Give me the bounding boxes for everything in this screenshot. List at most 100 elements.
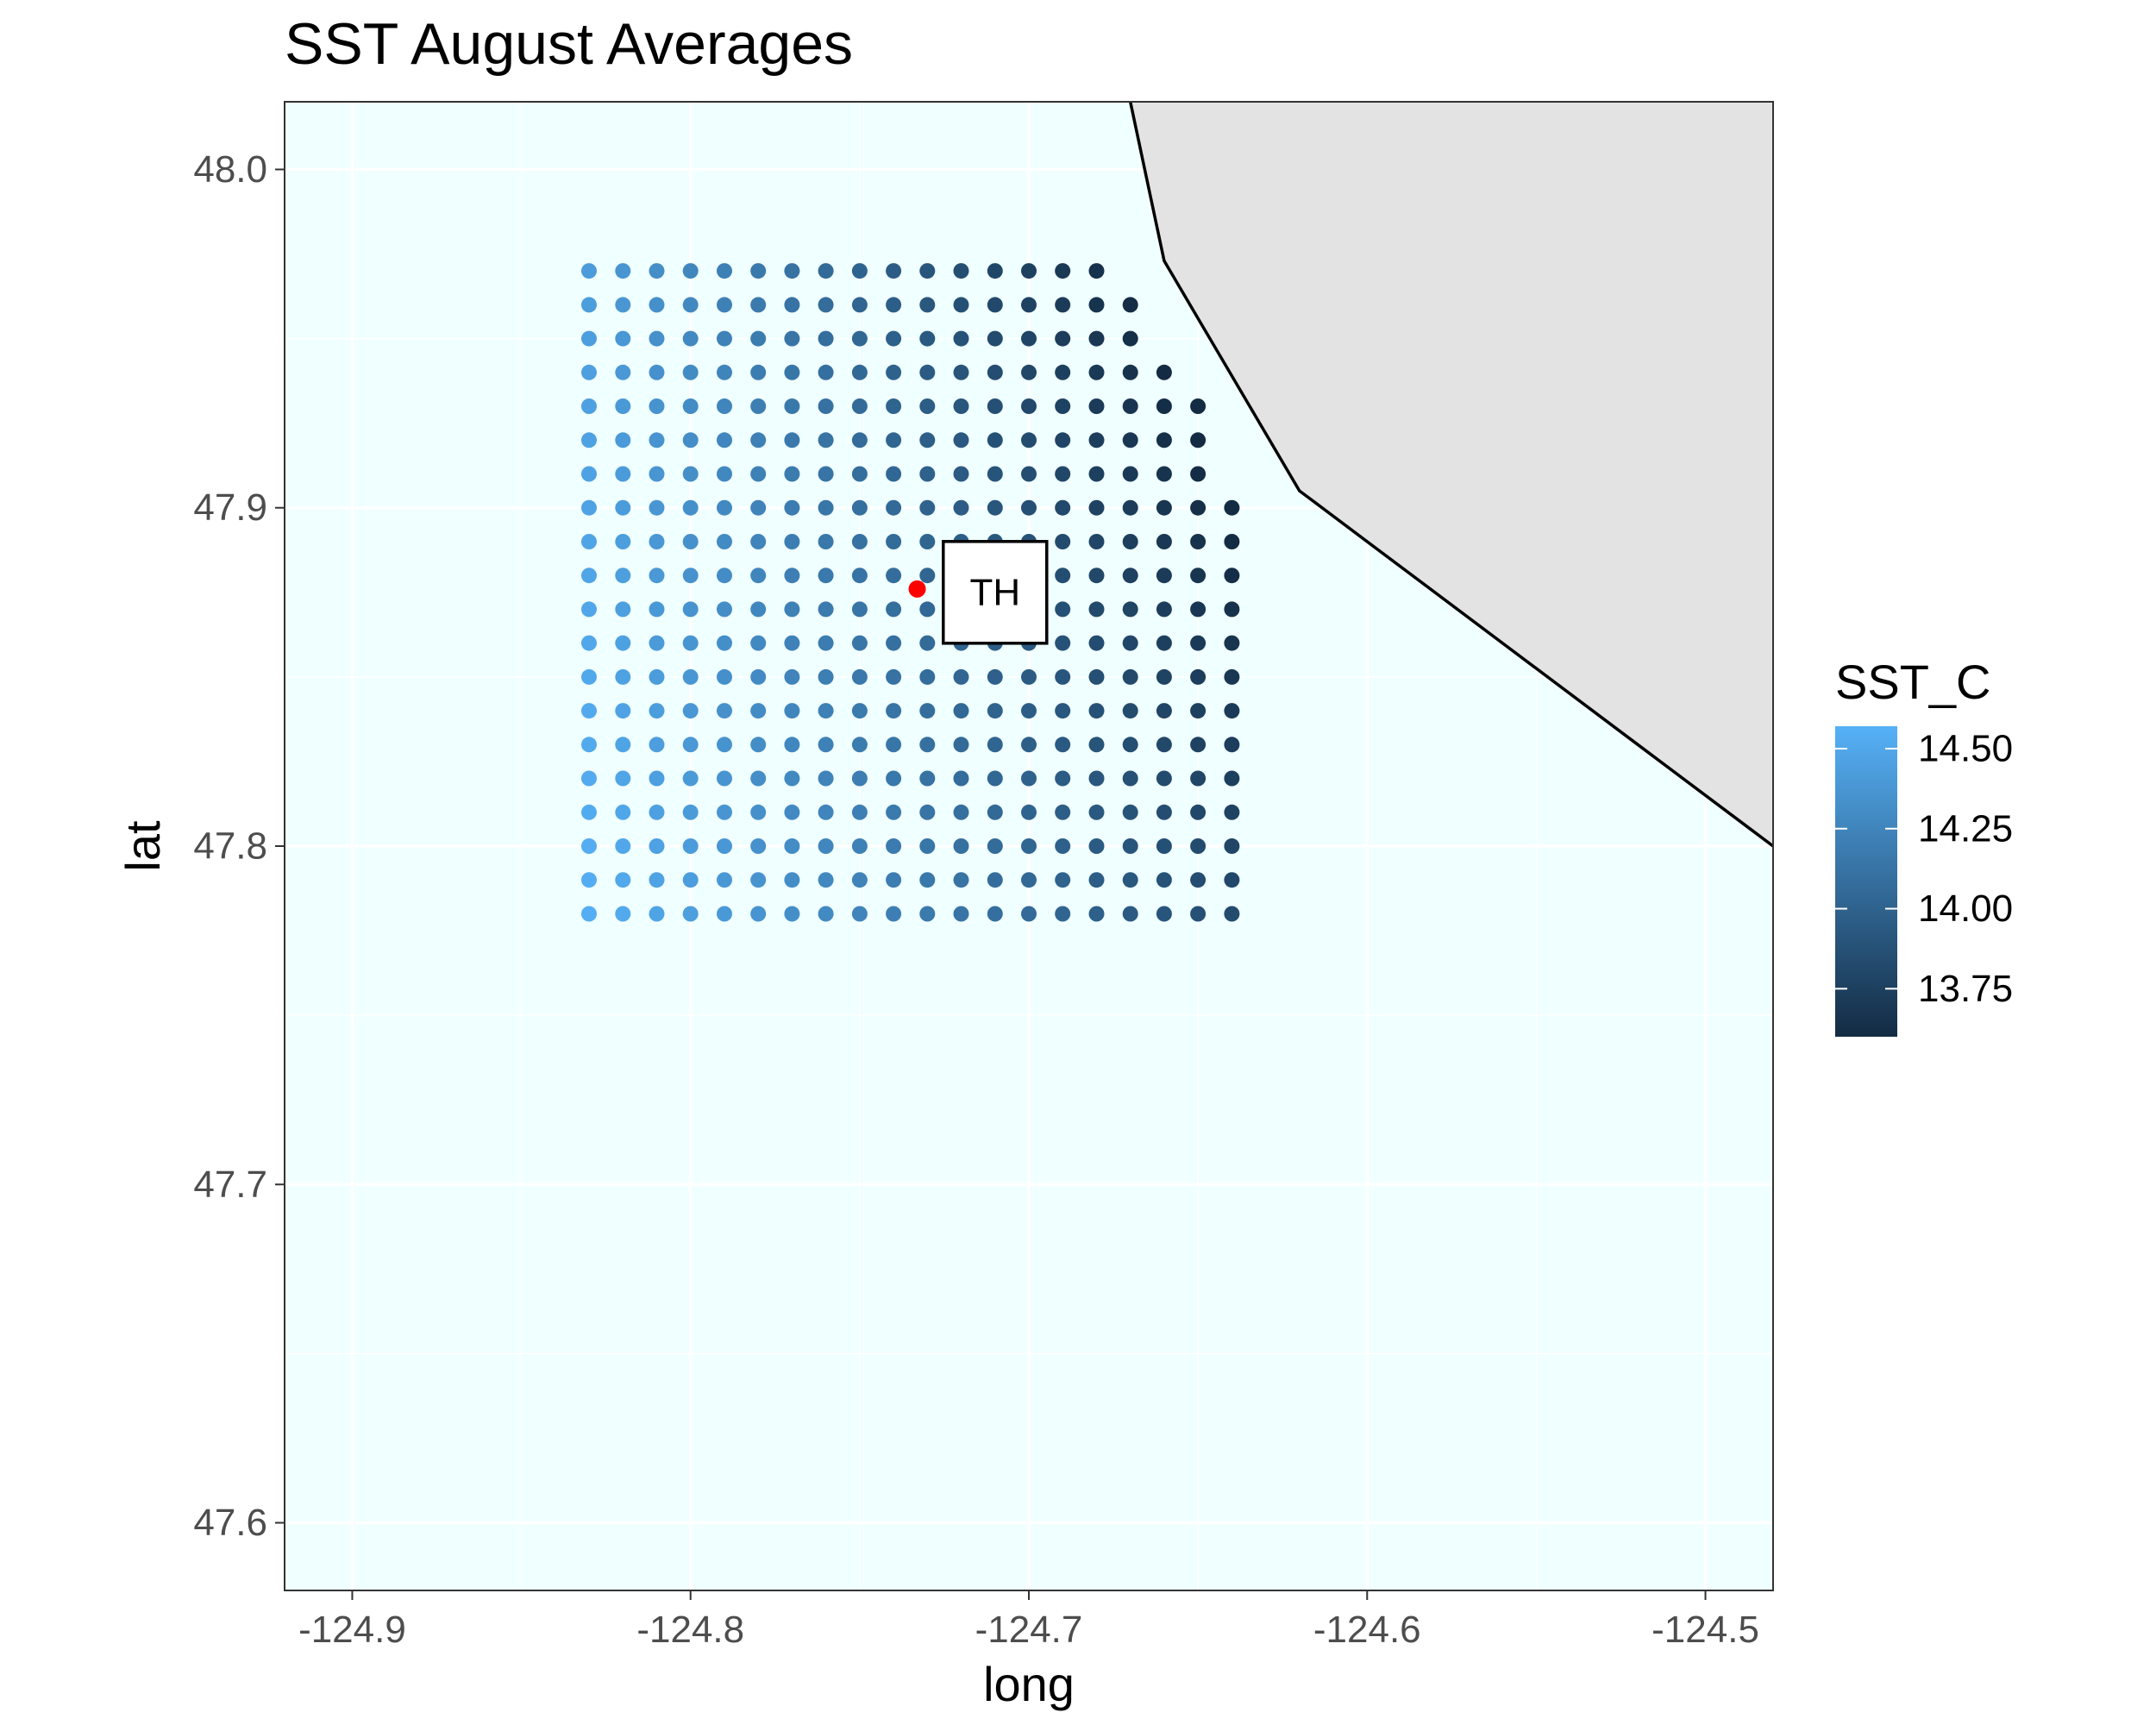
sst-point <box>953 398 969 414</box>
sst-point <box>750 668 767 685</box>
sst-point <box>818 466 834 482</box>
sst-point <box>649 534 665 549</box>
sst-point <box>1122 466 1138 482</box>
sst-point <box>615 568 631 584</box>
sst-point <box>649 737 665 753</box>
sst-point <box>851 770 868 787</box>
sst-point <box>581 838 597 854</box>
sst-point <box>1088 499 1105 516</box>
sst-point <box>750 499 767 516</box>
y-tick-label: 48.0 <box>193 148 267 191</box>
legend-label: 14.25 <box>1918 807 2013 850</box>
sst-point <box>682 872 699 888</box>
sst-point <box>851 466 868 482</box>
sst-point <box>818 770 834 787</box>
sst-point <box>1088 568 1105 584</box>
sst-point <box>1055 804 1071 820</box>
sst-point <box>750 534 767 549</box>
sst-point <box>750 432 767 448</box>
sst-point <box>750 263 767 279</box>
sst-point <box>649 635 665 651</box>
sst-point <box>649 668 665 685</box>
sst-point <box>818 534 834 549</box>
sst-point <box>682 466 699 482</box>
sst-point <box>649 499 665 516</box>
sst-point <box>784 770 800 787</box>
sst-point <box>886 466 902 482</box>
sst-point <box>649 466 665 482</box>
x-axis-ticks: -124.9 -124.8 -124.7 -124.6 -124.5 <box>298 1590 1759 1651</box>
sst-point <box>717 534 732 549</box>
sst-point <box>1190 737 1206 753</box>
sst-point <box>1122 330 1138 347</box>
sst-point <box>919 297 936 313</box>
sst-point <box>1088 770 1105 787</box>
sst-point <box>953 770 969 787</box>
th-marker-point <box>908 580 926 598</box>
sst-point <box>682 804 699 820</box>
sst-point <box>717 906 732 922</box>
sst-point <box>1156 601 1172 618</box>
sst-point <box>1088 635 1105 651</box>
sst-point <box>615 432 631 448</box>
sst-point <box>1224 838 1240 854</box>
sst-point <box>1190 804 1206 820</box>
sst-point <box>818 398 834 414</box>
sst-point <box>1190 770 1206 787</box>
sst-point <box>581 432 597 448</box>
sst-point <box>784 466 800 482</box>
sst-point <box>1190 838 1206 854</box>
sst-point <box>750 466 767 482</box>
sst-point <box>818 703 834 719</box>
sst-point <box>784 398 800 414</box>
sst-point <box>987 330 1003 347</box>
sst-point <box>1088 872 1105 888</box>
sst-point <box>1190 703 1206 719</box>
sst-point <box>919 364 936 380</box>
sst-point <box>953 364 969 380</box>
sst-point <box>987 703 1003 719</box>
sst-point <box>1088 432 1105 448</box>
sst-point <box>1156 432 1172 448</box>
sst-point <box>1055 398 1071 414</box>
sst-point <box>581 297 597 313</box>
sst-point <box>1224 770 1240 787</box>
sst-point <box>987 364 1003 380</box>
sst-point <box>1224 703 1240 719</box>
sst-point <box>750 635 767 651</box>
sst-point <box>649 838 665 854</box>
legend-label: 14.00 <box>1918 888 2013 930</box>
sst-point <box>1122 297 1138 313</box>
legend-label: 13.75 <box>1918 968 2013 1010</box>
sst-point <box>717 568 732 584</box>
sst-point <box>1190 466 1206 482</box>
sst-point <box>649 703 665 719</box>
sst-point <box>717 601 732 618</box>
sst-point <box>1224 804 1240 820</box>
sst-point <box>649 364 665 380</box>
sst-point <box>682 737 699 753</box>
sst-point <box>1190 398 1206 414</box>
sst-point <box>682 838 699 854</box>
sst-point <box>615 263 631 279</box>
sst-point <box>987 804 1003 820</box>
sst-point <box>1224 499 1240 516</box>
sst-point <box>649 297 665 313</box>
sst-point <box>1088 534 1105 549</box>
sst-point <box>1088 297 1105 313</box>
sst-point <box>682 601 699 618</box>
sst-point <box>784 703 800 719</box>
sst-point <box>784 838 800 854</box>
sst-point <box>750 330 767 347</box>
sst-point <box>1122 432 1138 448</box>
sst-point <box>1122 737 1138 753</box>
sst-point <box>818 906 834 922</box>
sst-point <box>717 737 732 753</box>
sst-point <box>1088 906 1105 922</box>
sst-point <box>1055 263 1071 279</box>
sst-point <box>1021 804 1037 820</box>
sst-point <box>717 466 732 482</box>
sst-point <box>1156 364 1172 380</box>
sst-point <box>1122 804 1138 820</box>
sst-point <box>1190 499 1206 516</box>
